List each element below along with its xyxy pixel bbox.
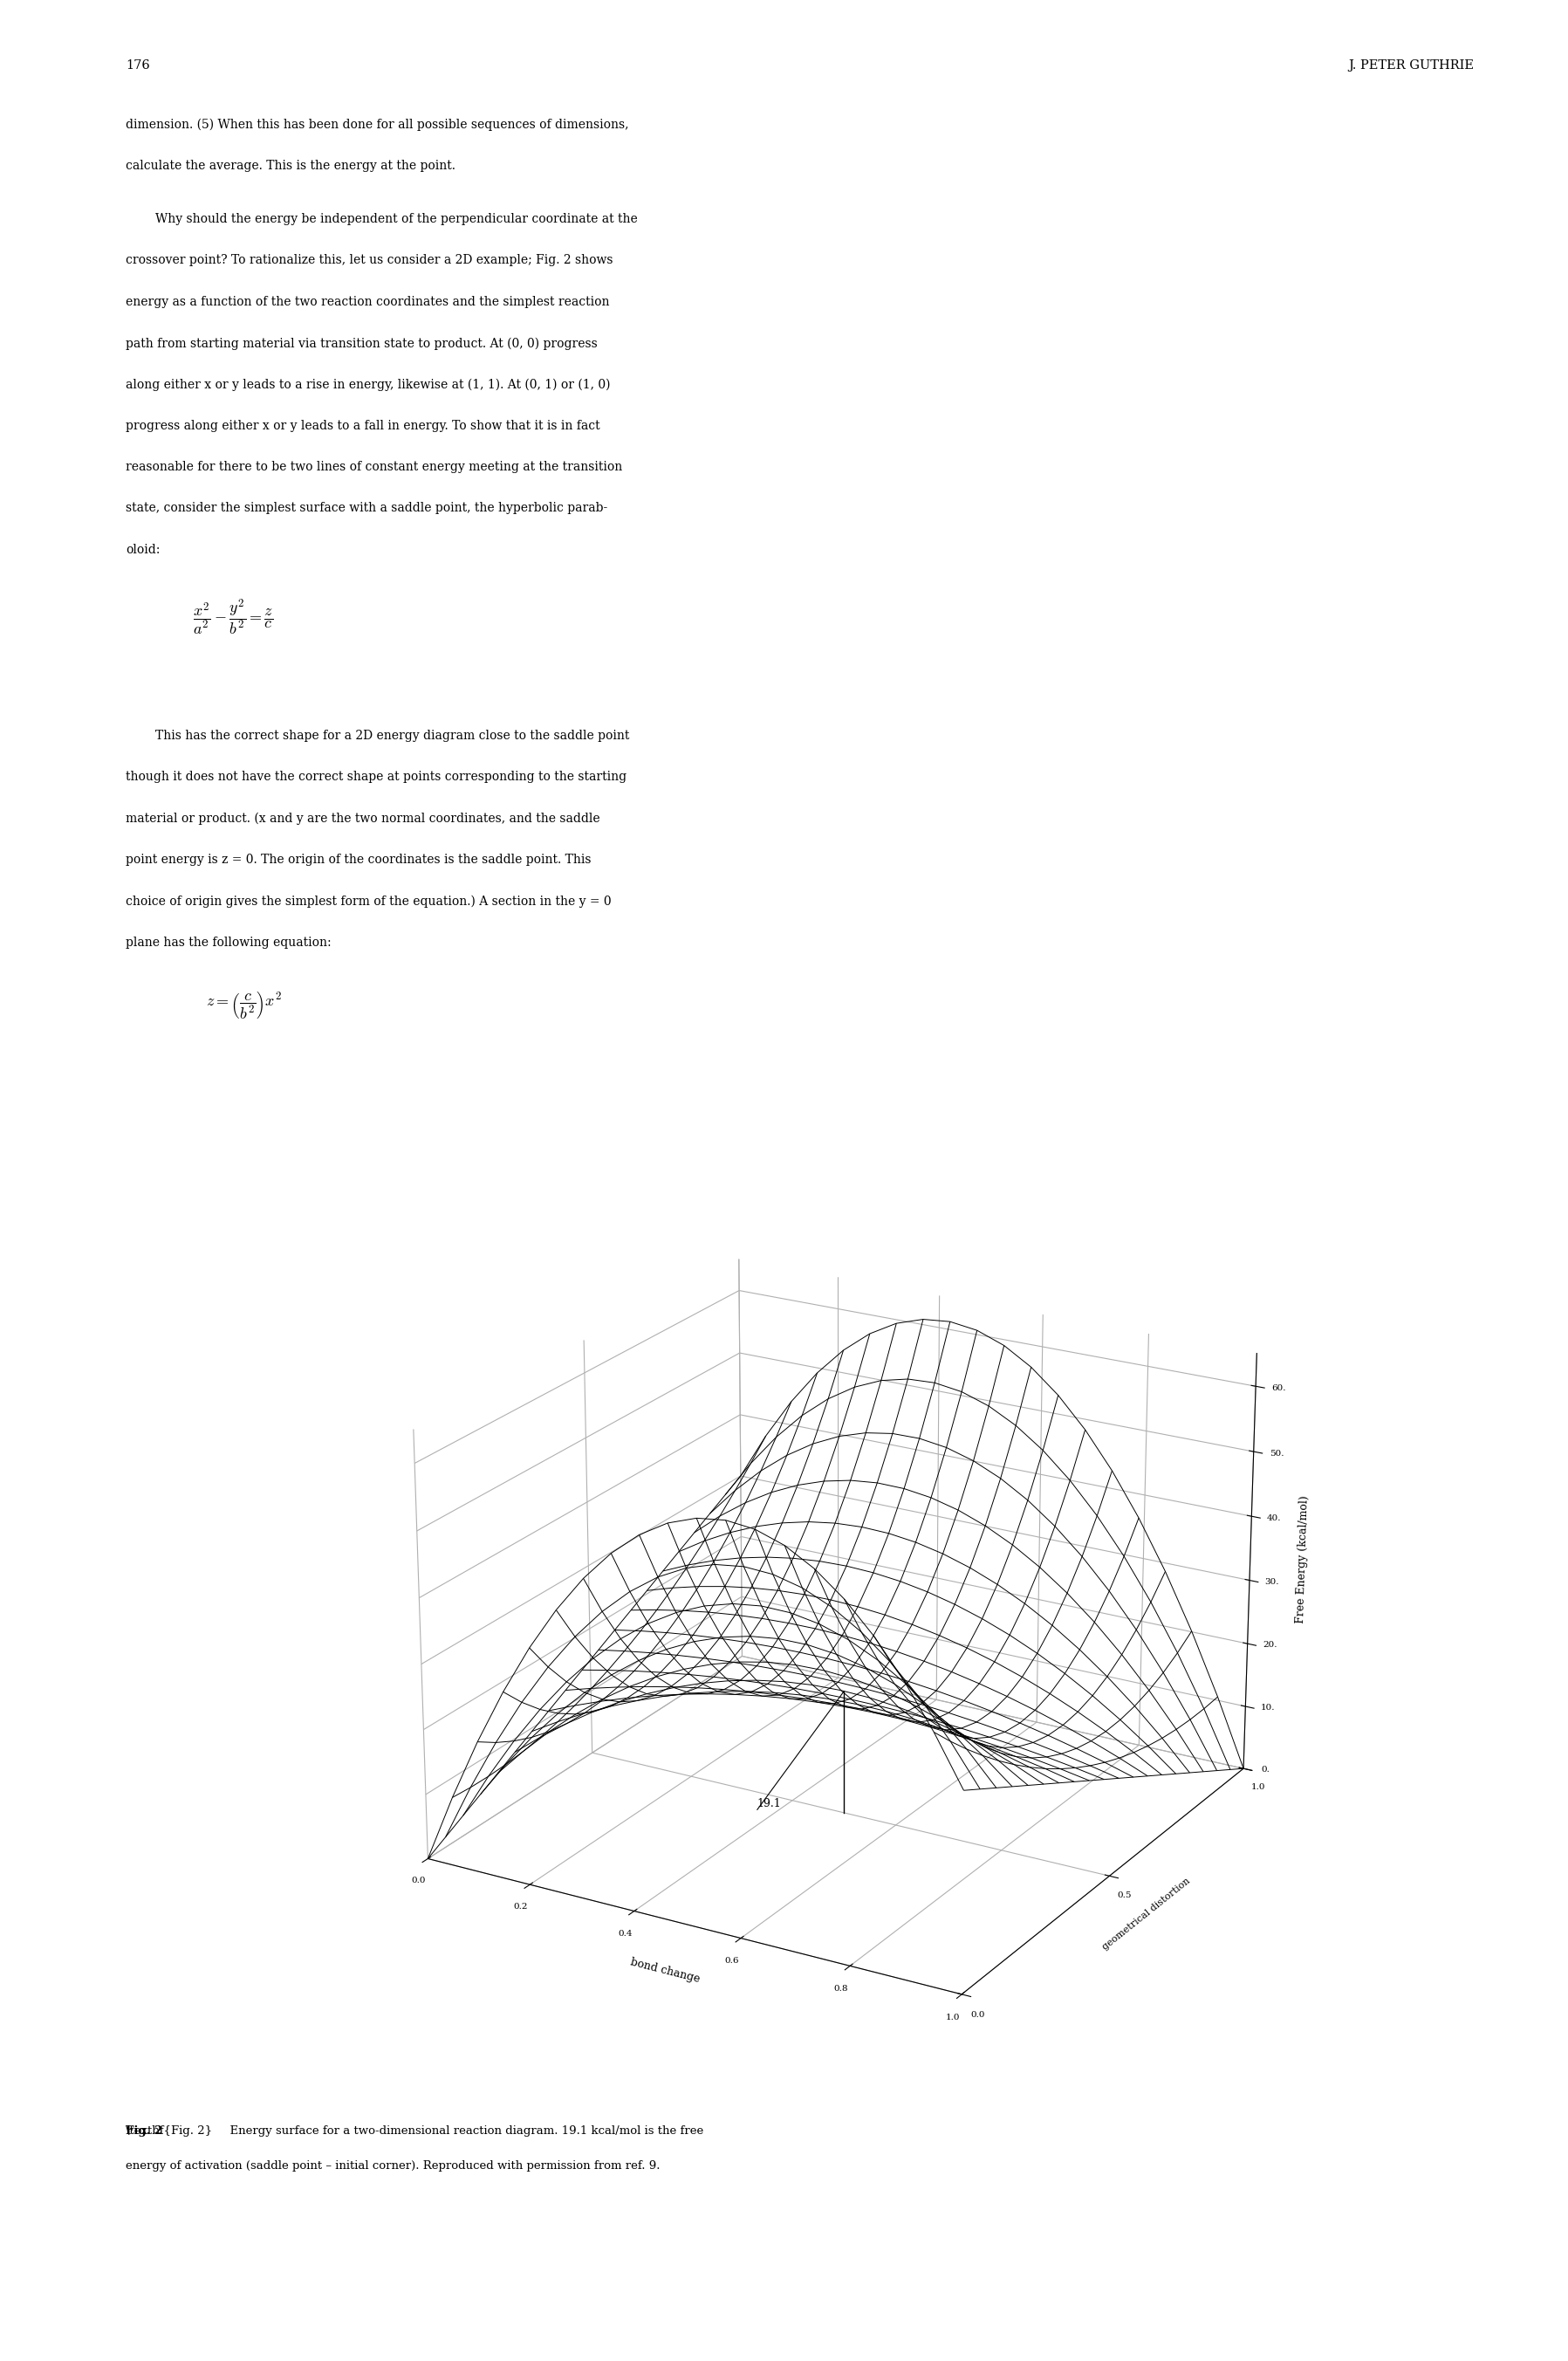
X-axis label: bond change: bond change	[629, 1955, 701, 1986]
Text: path from starting material via transition state to product. At (0, 0) progress: path from starting material via transiti…	[125, 338, 597, 349]
Text: though it does not have the correct shape at points corresponding to the startin: though it does not have the correct shap…	[125, 770, 626, 784]
Text: material or product. (x and y are the two normal coordinates, and the saddle: material or product. (x and y are the tw…	[125, 812, 601, 824]
Text: 176: 176	[125, 59, 149, 71]
Text: reasonable for there to be two lines of constant energy meeting at the transitio: reasonable for there to be two lines of …	[125, 460, 622, 472]
Text: plane has the following equation:: plane has the following equation:	[125, 935, 331, 949]
Text: J. PETER GUTHRIE: J. PETER GUTHRIE	[1348, 59, 1474, 71]
Y-axis label: geometrical distortion: geometrical distortion	[1101, 1877, 1192, 1953]
Text: \textbf{Fig. 2}: \textbf{Fig. 2}	[125, 2125, 212, 2137]
Text: energy of activation (saddle point – initial corner). Reproduced with permission: energy of activation (saddle point – ini…	[125, 2160, 660, 2172]
Text: This has the correct shape for a 2D energy diagram close to the saddle point: This has the correct shape for a 2D ener…	[155, 730, 629, 741]
Text: progress along either x or y leads to a fall in energy. To show that it is in fa: progress along either x or y leads to a …	[125, 420, 601, 432]
Text: Fig. 2: Fig. 2	[125, 2125, 163, 2137]
Text: Why should the energy be independent of the perpendicular coordinate at the: Why should the energy be independent of …	[155, 212, 638, 224]
Text: $\dfrac{x^2}{a^2} - \dfrac{y^2}{b^2} = \dfrac{z}{c}$: $\dfrac{x^2}{a^2} - \dfrac{y^2}{b^2} = \…	[193, 597, 273, 637]
Text: Energy surface for a two-dimensional reaction diagram. 19.1 kcal/mol is the free: Energy surface for a two-dimensional rea…	[223, 2125, 704, 2137]
Text: along either x or y leads to a rise in energy, likewise at (1, 1). At (0, 1) or : along either x or y leads to a rise in e…	[125, 378, 610, 392]
Text: energy as a function of the two reaction coordinates and the simplest reaction: energy as a function of the two reaction…	[125, 295, 610, 307]
Text: crossover point? To rationalize this, let us consider a 2D example; Fig. 2 shows: crossover point? To rationalize this, le…	[125, 255, 613, 267]
Text: state, consider the simplest surface with a saddle point, the hyperbolic parab-: state, consider the simplest surface wit…	[125, 503, 607, 515]
Text: calculate the average. This is the energy at the point.: calculate the average. This is the energ…	[125, 161, 455, 172]
Text: dimension. (5) When this has been done for all possible sequences of dimensions,: dimension. (5) When this has been done f…	[125, 118, 629, 130]
Text: point energy is z = 0. The origin of the coordinates is the saddle point. This: point energy is z = 0. The origin of the…	[125, 852, 591, 866]
Text: oloid:: oloid:	[125, 543, 160, 555]
Text: choice of origin gives the simplest form of the equation.) A section in the y = : choice of origin gives the simplest form…	[125, 895, 612, 907]
Text: $z = \left(\dfrac{c}{b^2}\right)x^2$: $z = \left(\dfrac{c}{b^2}\right)x^2$	[207, 989, 282, 1020]
